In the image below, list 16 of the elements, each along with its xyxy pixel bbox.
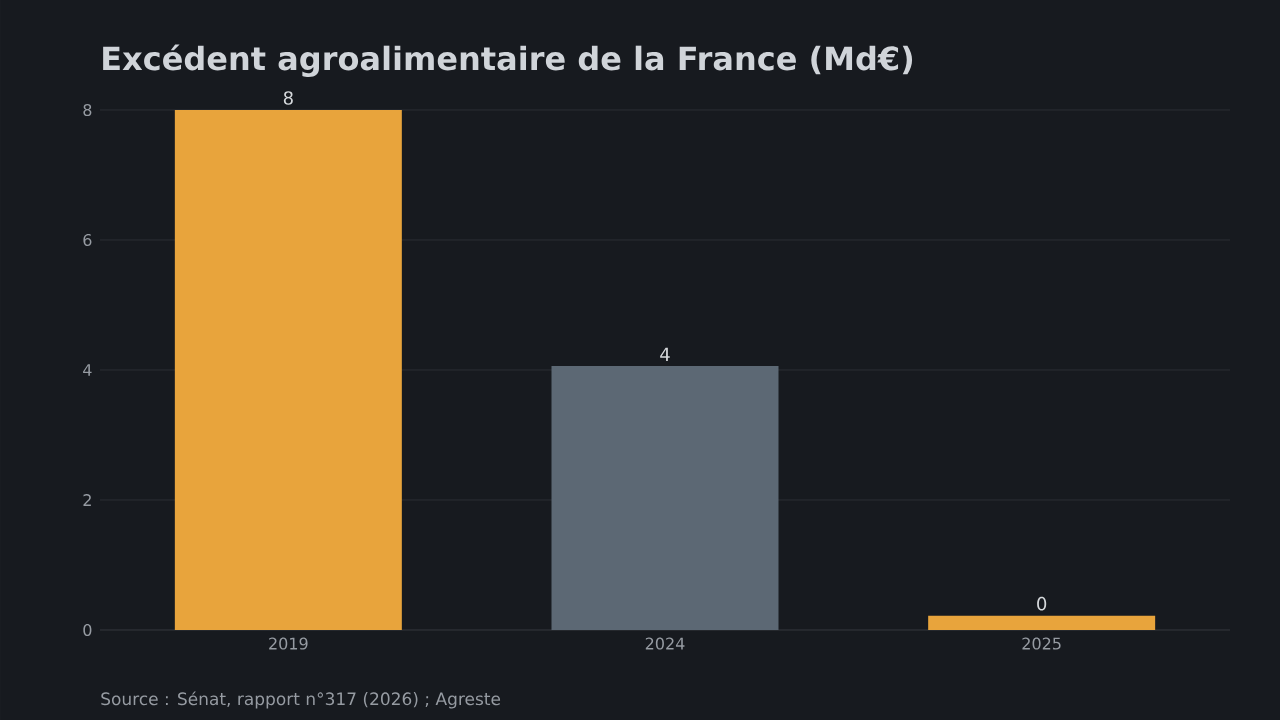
y-tick-label: 0 xyxy=(83,623,92,637)
bar xyxy=(928,615,1156,630)
chart-title: Excédent agroalimentaire de la France (Md€) xyxy=(103,44,913,77)
bar xyxy=(174,109,402,630)
data-label: 4 xyxy=(660,347,670,361)
source-note: Source : Sénat, rapport n°317 (2026) ; Agreste xyxy=(101,691,501,709)
y-tick-label: 2 xyxy=(83,494,91,506)
bar xyxy=(551,366,779,630)
y-tick-label: 4 xyxy=(83,364,92,376)
x-tick-label: 2024 xyxy=(645,637,685,650)
x-tick-label: 2025 xyxy=(1022,637,1061,650)
y-tick-label: 8 xyxy=(83,103,92,117)
x-tick-label: 2019 xyxy=(269,637,308,650)
y-tick-label: 6 xyxy=(83,233,92,247)
data-label: 0 xyxy=(1037,596,1047,611)
data-label: 8 xyxy=(283,91,293,105)
